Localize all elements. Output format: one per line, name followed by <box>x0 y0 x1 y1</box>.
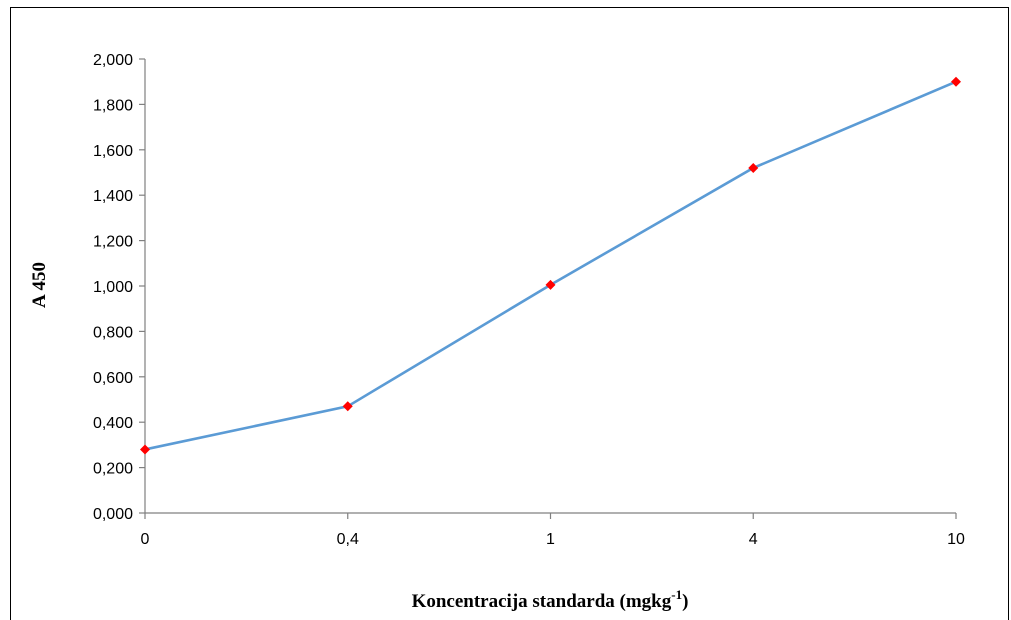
x-axis-title-end: ) <box>682 591 688 612</box>
y-tick-label: 0,600 <box>93 370 133 387</box>
y-tick-labels: 0,000 0,200 0,400 0,600 0,800 1,000 1,200 1,400… <box>93 52 133 523</box>
x-tick-labels: 0 0,4 1 4 10 <box>141 531 965 548</box>
y-tick-label: 1,000 <box>93 279 133 296</box>
y-axis-title: A 450 <box>29 262 50 308</box>
x-tick-label: 1 <box>546 531 555 548</box>
x-tick-label: 0 <box>141 531 150 548</box>
y-tick-label: 0,400 <box>93 415 133 432</box>
series-line <box>145 82 956 450</box>
y-tick-label: 0,200 <box>93 461 133 478</box>
x-axis-title-sup: -1 <box>671 587 682 602</box>
x-tick-label: 4 <box>749 531 758 548</box>
data-point-marker <box>140 444 150 454</box>
x-axis-title: Koncentracija standarda (mgkg-1) <box>412 587 689 612</box>
y-tick-label: 1,400 <box>93 188 133 205</box>
data-point-marker <box>951 77 961 87</box>
y-tick-label: 0,000 <box>93 506 133 523</box>
y-tick-label: 0,800 <box>93 324 133 341</box>
x-axis-title-main: Koncentracija standarda (mgkg <box>412 591 672 612</box>
y-tick-label: 1,800 <box>93 97 133 114</box>
axes <box>139 59 956 519</box>
x-tick-label: 10 <box>947 531 965 548</box>
y-tick-label: 2,000 <box>93 52 133 69</box>
y-tick-label: 1,600 <box>93 143 133 160</box>
x-tick-label: 0,4 <box>337 531 359 548</box>
y-tick-label: 1,200 <box>93 234 133 251</box>
series-layer <box>140 77 961 455</box>
